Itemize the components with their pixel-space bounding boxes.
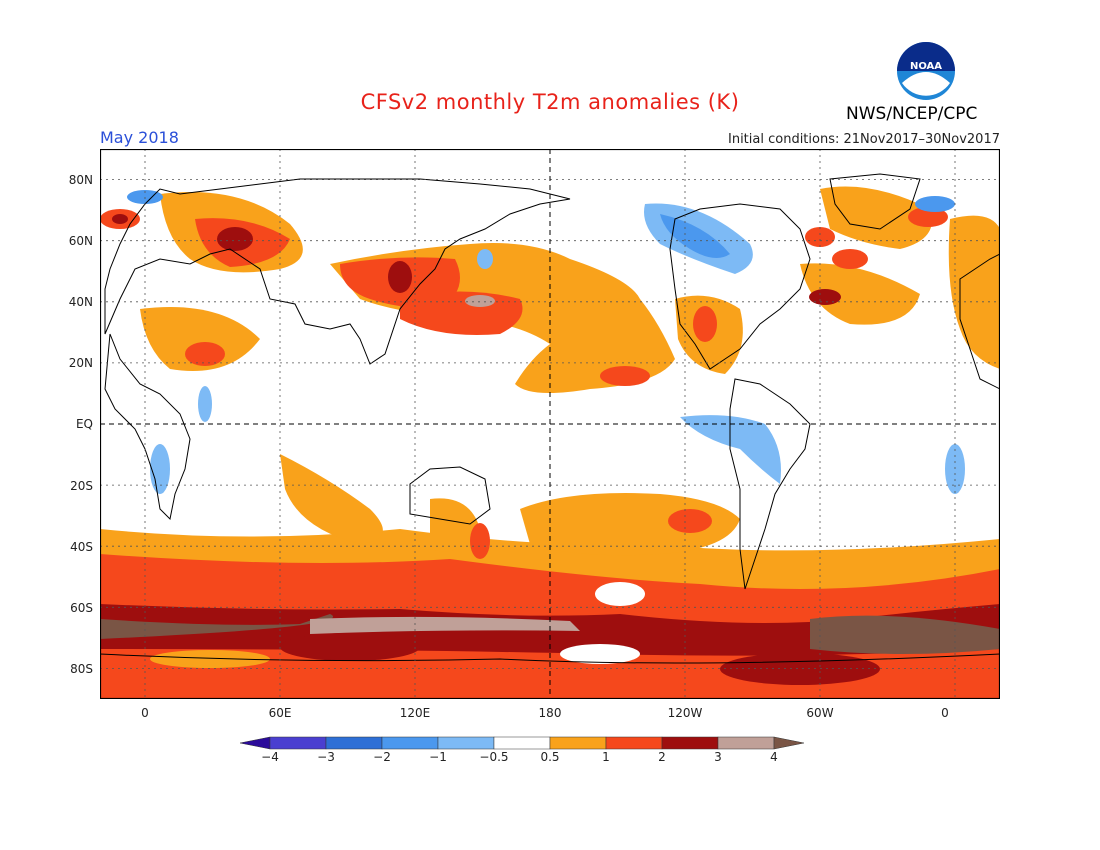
lon-label: 60W bbox=[806, 706, 834, 720]
lon-label: 0 bbox=[141, 706, 149, 720]
lat-label: 20S bbox=[70, 479, 93, 493]
lat-label: EQ bbox=[75, 417, 93, 431]
lat-label: 60S bbox=[70, 601, 93, 615]
colorbar-segment bbox=[325, 736, 383, 750]
colorbar-segment bbox=[437, 736, 495, 750]
antarctic-brown bbox=[100, 614, 334, 639]
colorbar-arrow-low bbox=[240, 736, 271, 750]
colorbar-segment bbox=[661, 736, 719, 750]
lat-label: 60N bbox=[68, 234, 93, 248]
east-pacific-cool-anomaly bbox=[680, 415, 781, 484]
map-frame bbox=[100, 149, 1000, 699]
colorbar-tick-label: 1 bbox=[602, 750, 610, 764]
antarctic-brown-east bbox=[810, 615, 1000, 654]
colorbar-tick-label: −0.5 bbox=[479, 750, 509, 764]
colorbar-tick-label: 0.5 bbox=[540, 750, 560, 764]
colorbar-segment bbox=[717, 736, 775, 750]
colorbar-segment bbox=[605, 736, 663, 750]
noaa-logo-icon: NOAA bbox=[897, 42, 955, 100]
equator-dateline bbox=[100, 149, 1000, 699]
initial-conditions: Initial conditions: 21Nov2017–30Nov2017 bbox=[728, 132, 1000, 147]
lat-label: 20N bbox=[68, 356, 93, 370]
lon-label: 180 bbox=[538, 706, 562, 720]
colorbar-segment bbox=[493, 736, 551, 750]
lat-label: 40S bbox=[70, 540, 93, 554]
coastlines bbox=[100, 173, 1000, 664]
logo-text: NOAA bbox=[910, 61, 942, 72]
lon-label: 60E bbox=[268, 706, 292, 720]
forecast-month: May 2018 bbox=[100, 128, 179, 147]
colorbar-segment bbox=[549, 736, 607, 750]
colorbar-segment bbox=[381, 736, 439, 750]
lat-label: 40N bbox=[68, 295, 93, 309]
colorbar-arrow-high bbox=[773, 736, 805, 750]
colorbar-segment bbox=[269, 736, 327, 750]
colorbar-tick-label: 3 bbox=[714, 750, 722, 764]
lat-label: 80S bbox=[70, 662, 93, 676]
lon-label: 0 bbox=[941, 706, 949, 720]
lat-label: 80N bbox=[68, 173, 93, 187]
colorbar-tick-label: −2 bbox=[373, 750, 391, 764]
antarctic-tan bbox=[310, 616, 580, 634]
agency-label: NWS/NCEP/CPC bbox=[846, 104, 978, 124]
chart-title: CFSv2 monthly T2m anomalies (K) bbox=[360, 90, 740, 114]
colorbar-tick-label: 4 bbox=[770, 750, 778, 764]
lon-label: 120E bbox=[399, 706, 431, 720]
colorbar-tick-label: −1 bbox=[429, 750, 447, 764]
colorbar-tick-label: −4 bbox=[261, 750, 279, 764]
anomaly-map bbox=[100, 149, 1000, 699]
colorbar bbox=[240, 736, 805, 750]
colorbar-tick-label: 2 bbox=[658, 750, 666, 764]
colorbar-tick-label: −3 bbox=[317, 750, 335, 764]
lon-label: 120W bbox=[667, 706, 703, 720]
